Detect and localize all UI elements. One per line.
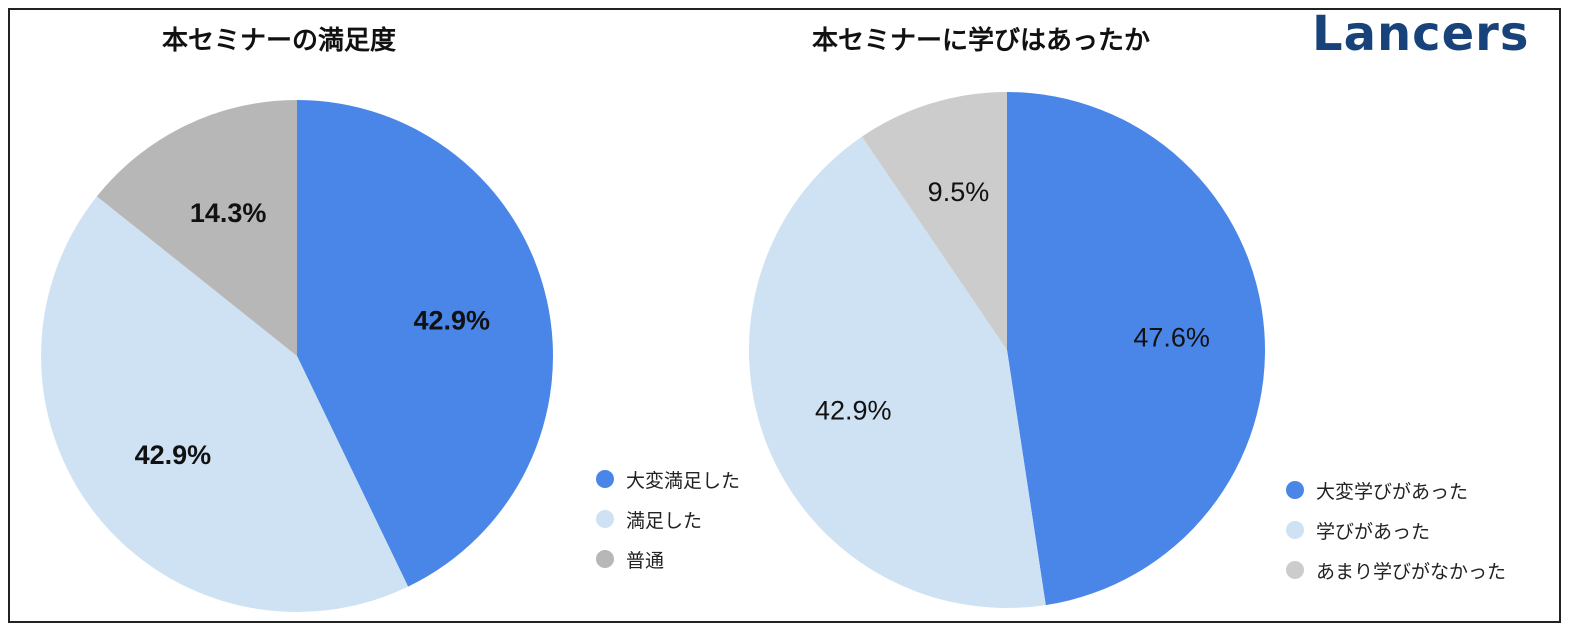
legend-item: 普通: [596, 539, 740, 579]
slice-label: 42.9%: [815, 395, 892, 425]
legend-label: あまり学びがなかった: [1316, 560, 1507, 583]
legend-swatch: [1286, 561, 1304, 579]
slice-label: 47.6%: [1133, 323, 1210, 353]
legend-label: 大変学びがあった: [1316, 480, 1469, 503]
pie-slice: [1007, 92, 1265, 606]
legend-label: 普通: [626, 549, 665, 572]
legend-item: 満足した: [596, 499, 740, 539]
legend-satisfaction: 大変満足した 満足した 普通: [596, 459, 740, 579]
lancers-logo: Lancers: [1312, 10, 1529, 58]
legend-item: 学びがあった: [1286, 510, 1506, 550]
slice-label: 42.9%: [413, 306, 490, 336]
slice-label: 14.3%: [190, 198, 267, 228]
legend-item: あまり学びがなかった: [1286, 550, 1506, 590]
legend-label: 学びがあった: [1316, 520, 1431, 543]
legend-item: 大変満足した: [596, 459, 740, 499]
legend-swatch: [596, 510, 614, 528]
legend-label: 満足した: [626, 509, 703, 532]
slice-label: 42.9%: [135, 440, 212, 470]
legend-swatch: [1286, 521, 1304, 539]
pie-slice: [297, 100, 553, 587]
legend-swatch: [596, 470, 614, 488]
chart-title-satisfaction: 本セミナーの満足度: [162, 26, 397, 56]
legend-label: 大変満足した: [626, 469, 741, 492]
legend-swatch: [596, 550, 614, 568]
pie-slice: [861, 92, 1007, 350]
logo-text: Lancers: [1312, 6, 1530, 62]
pie-slice: [749, 136, 1046, 608]
slice-label: 9.5%: [928, 177, 990, 207]
legend-item: 大変学びがあった: [1286, 470, 1506, 510]
legend-swatch: [1286, 481, 1304, 499]
pie-slice: [96, 100, 298, 356]
legend-learning: 大変学びがあった 学びがあった あまり学びがなかった: [1286, 470, 1506, 590]
pie-slice: [41, 196, 409, 613]
chart-title-learning: 本セミナーに学びはあったか: [812, 26, 1151, 56]
